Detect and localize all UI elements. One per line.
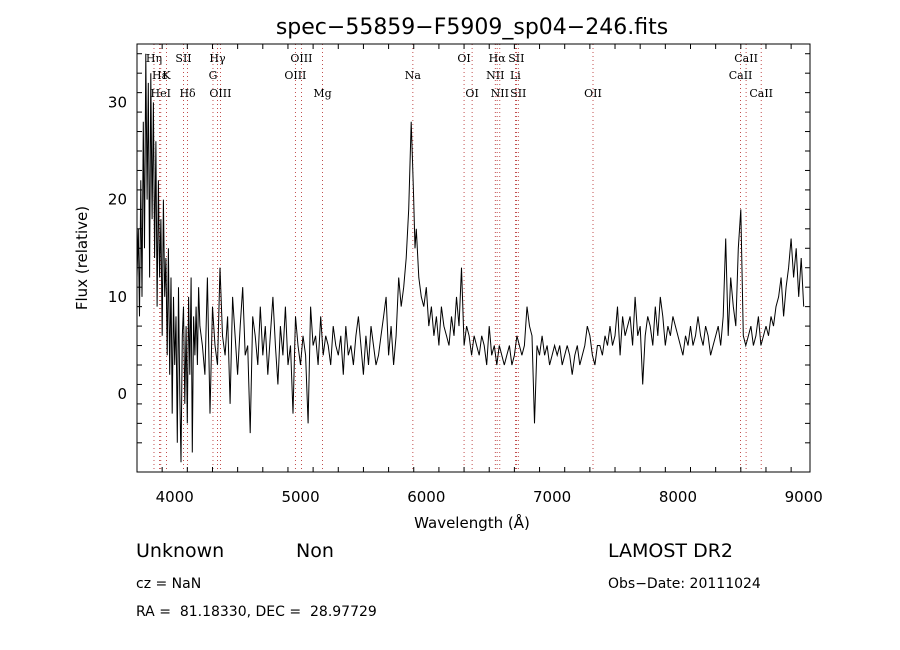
line-label: CaII <box>749 87 773 100</box>
obs-date-text: Obs−Date: 20111024 <box>608 576 761 592</box>
line-label: Mg <box>313 87 331 100</box>
y-tick-label: 0 <box>117 385 127 403</box>
line-label: Hη <box>146 52 162 65</box>
line-label: HeI <box>151 87 171 100</box>
class-label: Unknown <box>136 540 225 562</box>
subclass-label: Non <box>296 540 334 562</box>
line-label: SII <box>175 52 191 65</box>
line-label: SII <box>510 87 526 100</box>
line-label: Hδ <box>179 87 196 100</box>
line-label: SII <box>508 52 524 65</box>
line-label: OIII <box>209 87 231 100</box>
y-tick-label: 20 <box>108 191 127 209</box>
chart-title: spec−55859−F5909_sp04−246.fits <box>276 15 668 40</box>
plot-frame <box>136 43 811 473</box>
spectral-line-markers <box>153 44 762 472</box>
line-label: OII <box>584 87 602 100</box>
x-axis: 4000 5000 6000 7000 8000 9000 <box>136 44 823 506</box>
x-axis-label: Wavelength (Å) <box>414 513 530 532</box>
line-label: CaII <box>734 52 758 65</box>
y-axis: 0 10 20 30 <box>108 53 810 444</box>
coordinates-text: RA = 81.18330, DEC = 28.97729 <box>136 604 377 620</box>
line-label: K <box>162 69 171 82</box>
line-label: NII <box>486 69 504 82</box>
line-label: Na <box>405 69 422 82</box>
x-tick-label: 6000 <box>407 488 445 506</box>
line-label: NII <box>491 87 509 100</box>
x-tick-label: 8000 <box>659 488 697 506</box>
line-label: Hγ <box>209 52 226 65</box>
line-label: Li <box>510 69 521 82</box>
line-label: OIII <box>284 69 306 82</box>
line-label: OI <box>465 87 478 100</box>
y-tick-label: 10 <box>108 288 127 306</box>
x-tick-label: 4000 <box>156 488 194 506</box>
line-label: CaII <box>729 69 753 82</box>
redshift-text: cz = NaN <box>136 576 202 592</box>
x-tick-label: 9000 <box>785 488 823 506</box>
spectrum-line <box>136 53 805 463</box>
line-label: OI <box>457 52 470 65</box>
survey-label: LAMOST DR2 <box>608 540 733 562</box>
line-label: Hα <box>489 52 507 65</box>
line-label: OIII <box>290 52 312 65</box>
x-tick-label: 5000 <box>281 488 319 506</box>
line-label: G <box>209 69 218 82</box>
x-tick-label: 7000 <box>533 488 571 506</box>
y-axis-label: Flux (relative) <box>73 206 91 310</box>
y-tick-label: 30 <box>108 93 127 111</box>
line-label: Hε <box>152 69 168 82</box>
